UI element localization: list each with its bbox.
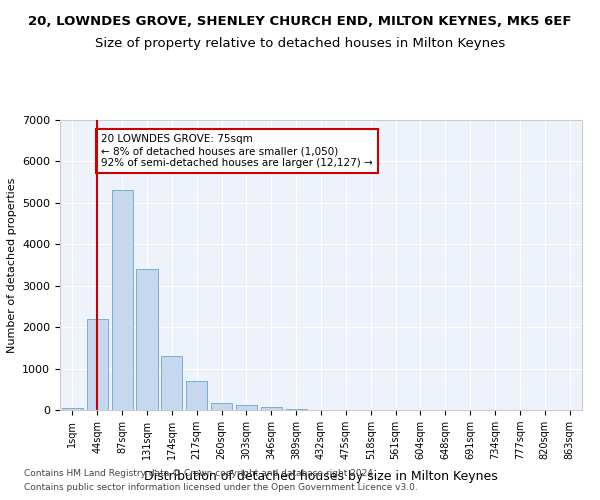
Text: Contains HM Land Registry data © Crown copyright and database right 2024.: Contains HM Land Registry data © Crown c… [24, 468, 376, 477]
X-axis label: Distribution of detached houses by size in Milton Keynes: Distribution of detached houses by size … [144, 470, 498, 484]
Y-axis label: Number of detached properties: Number of detached properties [7, 178, 17, 352]
Bar [161, 356, 182, 410]
Bar [261, 407, 282, 410]
Text: 20 LOWNDES GROVE: 75sqm
← 8% of detached houses are smaller (1,050)
92% of semi-: 20 LOWNDES GROVE: 75sqm ← 8% of detached… [101, 134, 373, 168]
Bar [112, 190, 133, 410]
Bar [236, 405, 257, 410]
Bar [186, 381, 207, 410]
Bar [87, 319, 108, 410]
Bar [136, 269, 158, 410]
Bar [62, 408, 83, 410]
Bar [286, 409, 307, 410]
Text: Contains public sector information licensed under the Open Government Licence v3: Contains public sector information licen… [24, 484, 418, 492]
Text: Size of property relative to detached houses in Milton Keynes: Size of property relative to detached ho… [95, 38, 505, 51]
Bar [211, 403, 232, 410]
Text: 20, LOWNDES GROVE, SHENLEY CHURCH END, MILTON KEYNES, MK5 6EF: 20, LOWNDES GROVE, SHENLEY CHURCH END, M… [28, 15, 572, 28]
